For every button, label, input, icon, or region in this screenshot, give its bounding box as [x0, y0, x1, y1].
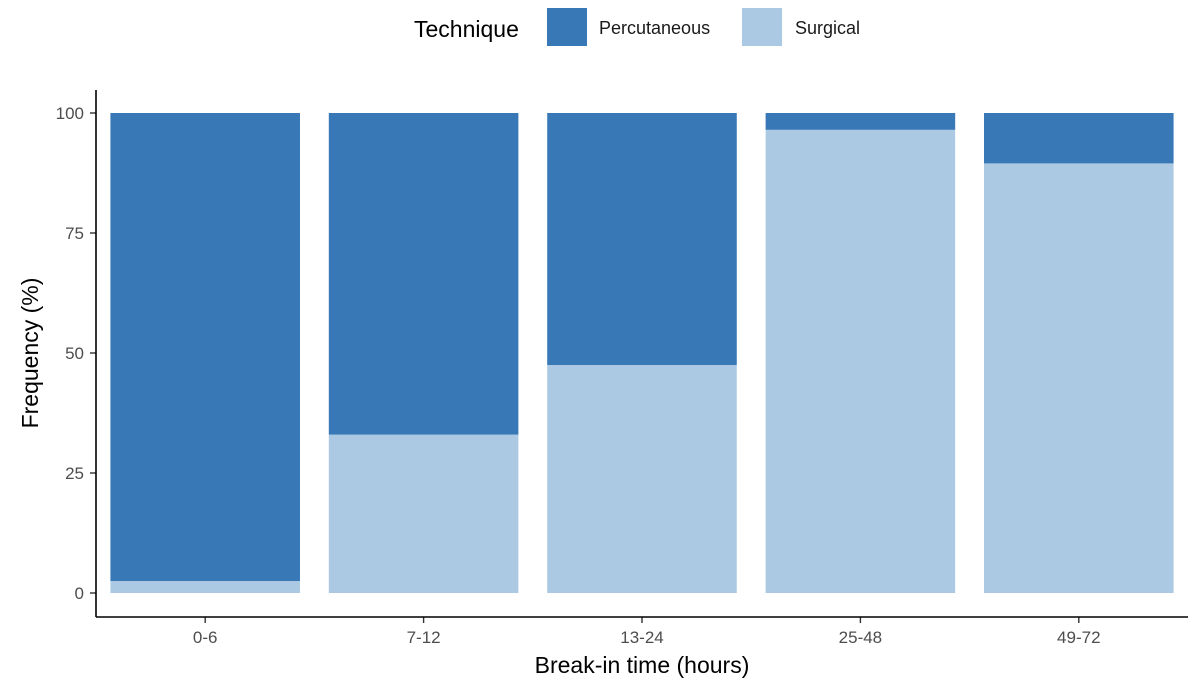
- bar-surgical-7-12: [328, 434, 519, 593]
- y-tick-label-100: 100: [56, 104, 84, 123]
- y-axis-ticks: 0 25 50 75 100: [56, 104, 96, 603]
- legend-key-surgical: [742, 8, 782, 46]
- bar-surgical-13-24: [547, 365, 737, 593]
- x-axis-ticks: 0-6 7-12 13-24 25-48 49-72: [193, 617, 1101, 647]
- x-tick-label-7-12: 7-12: [407, 628, 441, 647]
- y-tick-label-50: 50: [65, 344, 84, 363]
- x-tick-label-49-72: 49-72: [1057, 628, 1100, 647]
- bar-percutaneous-13-24: [547, 113, 737, 365]
- x-axis-title: Break-in time (hours): [535, 652, 750, 678]
- legend: Technique Percutaneous Surgical: [414, 8, 860, 46]
- bar-percutaneous-0-6: [110, 113, 300, 581]
- y-tick-label-25: 25: [65, 464, 84, 483]
- bars-layer: [110, 113, 1174, 594]
- y-tick-label-0: 0: [75, 584, 84, 603]
- bar-percutaneous-49-72: [984, 113, 1174, 164]
- legend-key-percutaneous: [547, 8, 587, 46]
- y-tick-label-75: 75: [65, 224, 84, 243]
- x-tick-label-13-24: 13-24: [620, 628, 663, 647]
- bar-percutaneous-7-12: [328, 113, 519, 435]
- y-axis-title: Frequency (%): [17, 278, 43, 429]
- legend-title: Technique: [414, 16, 519, 42]
- bar-surgical-49-72: [984, 163, 1174, 593]
- x-tick-label-0-6: 0-6: [193, 628, 218, 647]
- bar-surgical-0-6: [110, 581, 300, 593]
- legend-label-surgical: Surgical: [795, 18, 860, 38]
- x-tick-label-25-48: 25-48: [839, 628, 882, 647]
- legend-label-percutaneous: Percutaneous: [599, 18, 710, 38]
- bar-surgical-25-48: [765, 129, 956, 594]
- bar-percutaneous-25-48: [765, 113, 956, 130]
